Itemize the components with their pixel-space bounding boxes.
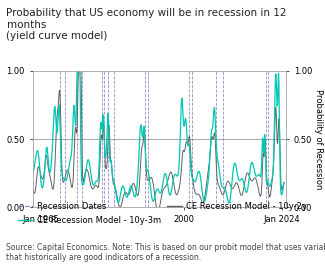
Legend: Recession Dates, CE Recession Model - 10y-3m, CE Recession Model - 10y-2y: Recession Dates, CE Recession Model - 10… (15, 199, 310, 228)
Y-axis label: Probability of Recession: Probability of Recession (314, 89, 323, 189)
Text: Source: Capital Economics. Note: This is based on our probit model that uses var: Source: Capital Economics. Note: This is… (6, 243, 325, 262)
Text: Probability that US economy will be in recession in 12 months
(yield curve model: Probability that US economy will be in r… (6, 8, 287, 41)
Y-axis label: Probability of Recession: Probability of Recession (0, 89, 1, 189)
